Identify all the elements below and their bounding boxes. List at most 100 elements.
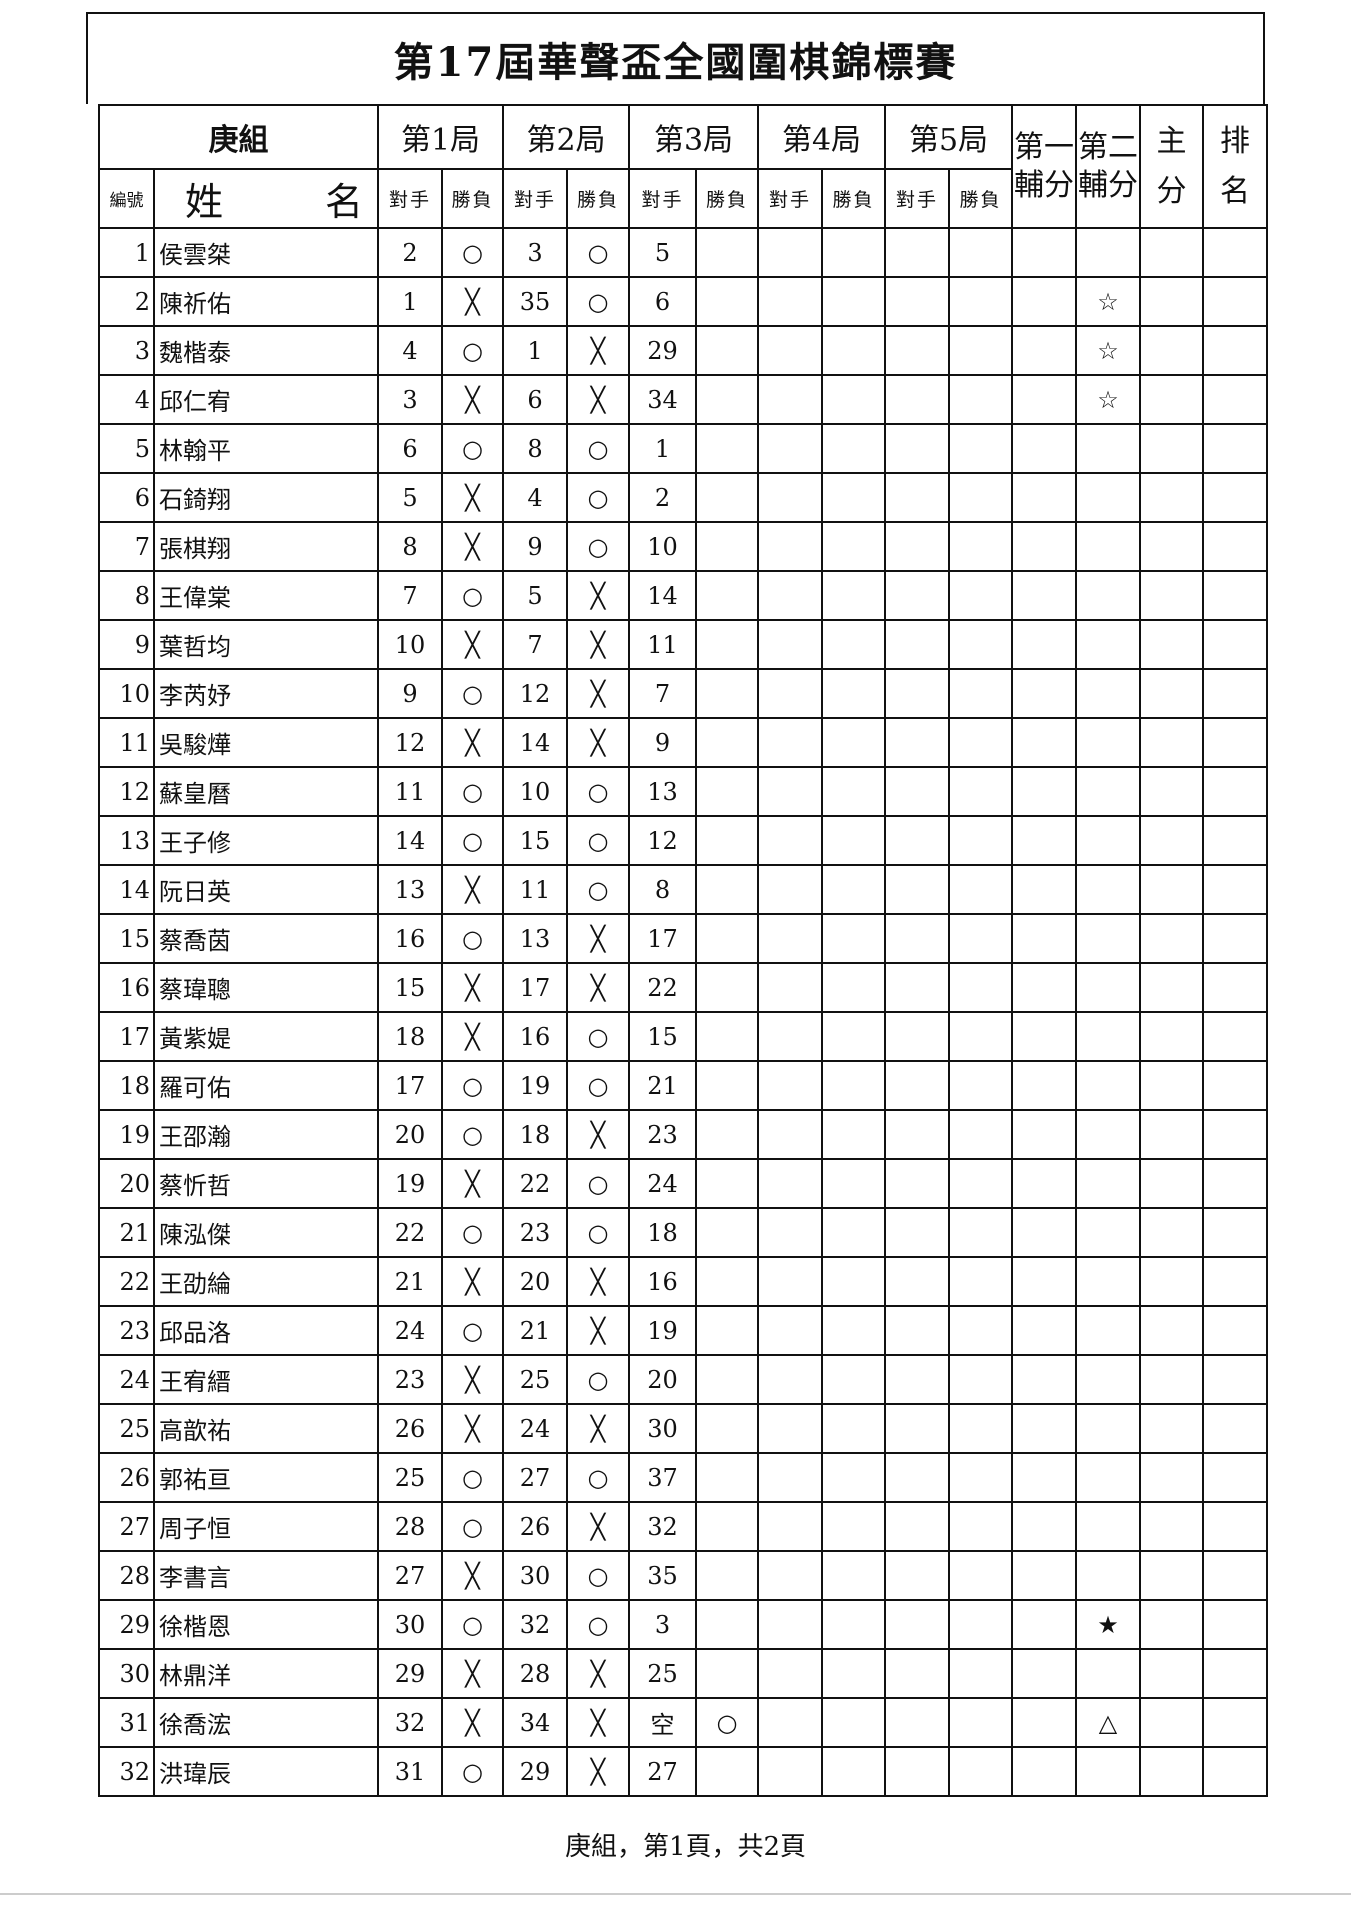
round-3-opponent: 9 xyxy=(628,717,697,768)
player-name: 郭祐亘 xyxy=(153,1452,379,1503)
round-3-opponent: 12 xyxy=(628,815,697,866)
round-5-opponent xyxy=(884,227,950,278)
round-4-opponent xyxy=(757,570,823,621)
round-3-result xyxy=(695,276,759,327)
main-score xyxy=(1139,1305,1204,1356)
round-2-opponent: 24 xyxy=(502,1403,568,1454)
player-number: 30 xyxy=(98,1648,155,1699)
round-5-opponent xyxy=(884,717,950,768)
round-1-opponent: 26 xyxy=(377,1403,443,1454)
player-name: 王偉棠 xyxy=(153,570,379,621)
round-2-result: ╳ xyxy=(566,570,630,621)
round-2-opponent: 18 xyxy=(502,1109,568,1160)
round-5-opponent xyxy=(884,1403,950,1454)
round-2-result: ○ xyxy=(566,815,630,866)
rank xyxy=(1202,1403,1268,1454)
round-2-result: ○ xyxy=(566,1060,630,1111)
round-2-header: 第2局 xyxy=(502,104,630,170)
round-3-result xyxy=(695,1305,759,1356)
round-5-result xyxy=(948,276,1013,327)
aux1-score xyxy=(1011,1403,1077,1454)
player-name: 黃紫媞 xyxy=(153,1011,379,1062)
round-4-result xyxy=(821,1207,886,1258)
round-3-result xyxy=(695,1648,759,1699)
player-row: 13 王子修 14 ○ 15 ○ 12 xyxy=(98,815,1268,866)
player-number: 24 xyxy=(98,1354,155,1405)
round-3-result xyxy=(695,521,759,572)
number-header: 編號 xyxy=(98,168,155,229)
player-name: 李書言 xyxy=(153,1550,379,1601)
round-5-result xyxy=(948,1403,1013,1454)
player-name: 羅可佑 xyxy=(153,1060,379,1111)
aux2-score xyxy=(1075,227,1141,278)
round-3-opponent: 3 xyxy=(628,1599,697,1650)
round-2-result: ╳ xyxy=(566,1501,630,1552)
round-4-opponent xyxy=(757,374,823,425)
round-4-result xyxy=(821,1746,886,1797)
rank xyxy=(1202,521,1268,572)
round-3-result xyxy=(695,962,759,1013)
rank xyxy=(1202,913,1268,964)
round-2-result: ╳ xyxy=(566,1403,630,1454)
aux1-score xyxy=(1011,423,1077,474)
player-row: 17 黃紫媞 18 ╳ 16 ○ 15 xyxy=(98,1011,1268,1062)
round-1-opponent: 28 xyxy=(377,1501,443,1552)
round-3-opponent: 27 xyxy=(628,1746,697,1797)
main-header-line2: 分 xyxy=(1156,173,1187,209)
round-1-opponent: 30 xyxy=(377,1599,443,1650)
rank-header-line2: 名 xyxy=(1220,173,1250,209)
round-1-opponent: 4 xyxy=(377,325,443,376)
round-2-result: ○ xyxy=(566,864,630,915)
round-1-result: ╳ xyxy=(441,374,504,425)
player-name: 蘇皇曆 xyxy=(153,766,379,817)
player-row: 21 陳泓傑 22 ○ 23 ○ 18 xyxy=(98,1207,1268,1258)
player-number: 12 xyxy=(98,766,155,817)
aux2-score xyxy=(1075,1256,1141,1307)
opponent-header: 對手 xyxy=(757,168,823,229)
round-4-opponent xyxy=(757,521,823,572)
round-1-result: ╳ xyxy=(441,521,504,572)
aux2-score xyxy=(1075,1452,1141,1503)
player-row: 23 邱品洛 24 ○ 21 ╳ 19 xyxy=(98,1305,1268,1356)
player-name: 蔡忻哲 xyxy=(153,1158,379,1209)
aux2-score xyxy=(1075,1648,1141,1699)
round-4-result xyxy=(821,668,886,719)
round-4-opponent xyxy=(757,1697,823,1748)
round-4-result xyxy=(821,766,886,817)
round-4-opponent xyxy=(757,668,823,719)
rank xyxy=(1202,1256,1268,1307)
main-score xyxy=(1139,423,1204,474)
main-score xyxy=(1139,1158,1204,1209)
round-5-opponent xyxy=(884,864,950,915)
round-3-opponent: 17 xyxy=(628,913,697,964)
main-score xyxy=(1139,521,1204,572)
round-2-result: ○ xyxy=(566,766,630,817)
player-row: 12 蘇皇曆 11 ○ 10 ○ 13 xyxy=(98,766,1268,817)
player-row: 18 羅可佑 17 ○ 19 ○ 21 xyxy=(98,1060,1268,1111)
player-row: 9 葉哲均 10 ╳ 7 ╳ 11 xyxy=(98,619,1268,670)
round-3-result xyxy=(695,374,759,425)
rank xyxy=(1202,570,1268,621)
aux2-score xyxy=(1075,521,1141,572)
player-name: 王子修 xyxy=(153,815,379,866)
round-2-result: ○ xyxy=(566,1452,630,1503)
aux1-score xyxy=(1011,325,1077,376)
round-1-opponent: 13 xyxy=(377,864,443,915)
round-1-opponent: 21 xyxy=(377,1256,443,1307)
rank xyxy=(1202,1648,1268,1699)
round-5-opponent xyxy=(884,1158,950,1209)
result-header: 勝負 xyxy=(821,168,886,229)
round-3-result xyxy=(695,1550,759,1601)
aux2-score: ☆ xyxy=(1075,276,1141,327)
group-label: 庚組 xyxy=(98,104,379,170)
player-row: 28 李書言 27 ╳ 30 ○ 35 xyxy=(98,1550,1268,1601)
aux2-score: ☆ xyxy=(1075,325,1141,376)
main-score xyxy=(1139,1354,1204,1405)
aux1-score xyxy=(1011,1599,1077,1650)
round-3-result xyxy=(695,1746,759,1797)
page-edge xyxy=(0,1893,1351,1895)
rank xyxy=(1202,1746,1268,1797)
aux2-score xyxy=(1075,668,1141,719)
round-3-opponent: 15 xyxy=(628,1011,697,1062)
rank xyxy=(1202,472,1268,523)
